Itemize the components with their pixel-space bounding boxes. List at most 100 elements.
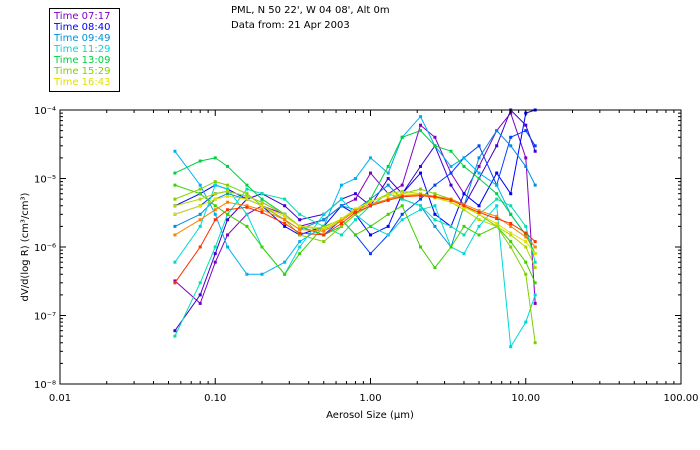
data-point — [322, 218, 326, 222]
data-point — [419, 171, 423, 175]
data-point — [462, 156, 466, 160]
data-point — [449, 245, 453, 249]
data-point — [353, 197, 357, 201]
data-point — [369, 197, 372, 201]
data-point — [400, 192, 404, 196]
data-point — [339, 219, 343, 223]
data-point — [298, 228, 302, 232]
series-line — [173, 194, 537, 285]
data-point — [226, 183, 230, 187]
data-point — [386, 224, 390, 228]
data-point — [477, 233, 481, 237]
data-point — [433, 266, 437, 270]
data-point — [245, 183, 249, 187]
data-point — [449, 224, 453, 228]
data-point — [198, 224, 202, 228]
series-path — [174, 181, 536, 343]
data-point — [353, 212, 357, 216]
y-tick-label: 10⁻⁴ — [34, 106, 56, 117]
data-point — [419, 187, 423, 191]
data-point — [477, 164, 481, 168]
data-point — [353, 218, 357, 222]
data-point — [369, 200, 372, 204]
data-point — [198, 281, 202, 285]
data-point — [509, 233, 513, 237]
data-point — [524, 123, 528, 127]
data-point — [433, 192, 437, 196]
data-point — [226, 208, 230, 212]
plot-frame — [59, 109, 682, 385]
data-point — [260, 197, 264, 201]
data-point — [533, 245, 537, 249]
data-point — [322, 229, 326, 233]
data-point — [173, 212, 177, 216]
data-point — [260, 204, 264, 208]
data-point — [369, 233, 372, 237]
data-point — [298, 218, 302, 222]
data-point — [533, 260, 537, 264]
data-point — [433, 195, 437, 199]
data-point — [495, 217, 499, 221]
data-point — [226, 233, 230, 237]
data-point — [198, 159, 202, 163]
data-point — [449, 200, 453, 204]
data-point — [419, 164, 423, 168]
data-point — [386, 177, 390, 180]
data-point — [509, 222, 513, 226]
data-point — [433, 218, 437, 222]
data-point — [462, 164, 466, 168]
data-point — [524, 164, 528, 168]
y-axis-label: dV/d(log R) (cm³/cm³) — [20, 192, 31, 301]
data-point — [283, 224, 287, 228]
data-point — [260, 192, 264, 196]
x-tick-label: 0.01 — [49, 393, 71, 404]
data-point — [509, 135, 513, 139]
data-point — [260, 245, 264, 249]
data-point — [433, 204, 437, 208]
series-layer — [173, 108, 537, 349]
data-point — [462, 205, 466, 209]
data-point — [400, 204, 404, 208]
data-point — [353, 207, 357, 211]
data-point — [298, 252, 302, 256]
data-point — [213, 260, 217, 264]
data-point — [400, 197, 404, 201]
data-point — [173, 197, 177, 201]
data-point — [419, 197, 423, 201]
data-point — [173, 224, 177, 228]
data-point — [400, 135, 404, 139]
data-point — [283, 212, 287, 216]
data-point — [283, 260, 287, 264]
legend-entry: Time 16:43 — [54, 77, 111, 88]
data-point — [533, 301, 537, 305]
data-point — [509, 144, 513, 148]
x-axis-label: Aerosol Size (µm) — [326, 410, 414, 421]
data-point — [339, 183, 343, 187]
data-point — [339, 197, 343, 201]
data-point — [449, 183, 453, 187]
legend-entry: Time 13:09 — [54, 55, 111, 66]
data-point — [245, 187, 249, 191]
data-point — [509, 240, 513, 244]
data-point — [477, 224, 481, 228]
data-point — [322, 212, 326, 216]
data-point — [524, 233, 528, 237]
data-point — [386, 183, 390, 187]
data-point — [226, 212, 230, 216]
data-point — [283, 218, 287, 222]
data-point — [524, 245, 528, 249]
data-point — [400, 189, 404, 193]
data-point — [462, 252, 466, 256]
data-point — [509, 245, 513, 249]
data-point — [260, 272, 264, 276]
data-point — [524, 260, 528, 264]
data-point — [226, 164, 230, 168]
data-point — [533, 341, 537, 345]
data-point — [462, 192, 466, 196]
data-point — [477, 144, 481, 148]
data-point — [495, 183, 499, 187]
legend-entry: Time 07:17 — [54, 11, 111, 22]
data-point — [245, 192, 249, 196]
data-point — [298, 245, 302, 249]
data-point — [226, 192, 230, 196]
